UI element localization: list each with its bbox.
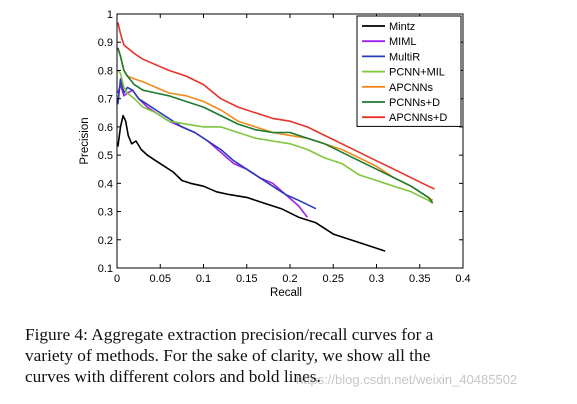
x-tick-label: 0.15	[236, 273, 257, 285]
watermark-url: https://blog.csdn.net/weixin_40485502	[296, 372, 518, 387]
series-line-multir	[117, 78, 317, 210]
y-tick-label: 0.7	[98, 94, 113, 106]
legend-label: APCNNs+D	[389, 112, 447, 124]
precision-recall-chart: 0 0.05 0.1 0.15 0.2 0.25 0.3 0.35 0.4 0.1 0.2 0.3 0.…	[79, 9, 471, 299]
legend-label: MultiR	[389, 51, 420, 63]
x-axis-label: Recall	[270, 287, 302, 299]
x-tick-label: 0.35	[409, 273, 430, 285]
x-tick-label: 0	[114, 273, 120, 285]
y-axis-label: Precision	[79, 117, 91, 164]
y-tick-label: 0.6	[98, 122, 113, 134]
x-tick-label: 0.1	[196, 273, 211, 285]
series-line-pcnns-d	[117, 47, 434, 204]
y-tick-label: 0.4	[98, 178, 113, 190]
y-tick-label: 0.2	[98, 235, 113, 247]
caption-line: Figure 4: Aggregate extraction precision…	[25, 325, 434, 344]
y-tick-label: 0.5	[98, 150, 113, 162]
caption-line: curves with different colors and bold li…	[25, 367, 321, 386]
legend-label: PCNNs+D	[389, 97, 440, 109]
y-tick-label: 0.9	[98, 37, 113, 49]
legend-label: Mintz	[389, 21, 415, 33]
x-tick-label: 0.3	[369, 273, 384, 285]
figure-caption: Figure 4: Aggregate extraction precision…	[25, 324, 555, 387]
series-line-pcnn-mil	[117, 69, 434, 204]
series-line-apcnns	[117, 47, 434, 201]
legend: Mintz MIML MultiR PCNN+MIL APCNNs PCNNs+D APCN…	[356, 15, 462, 127]
x-tick-label: 0.4	[455, 273, 470, 285]
y-tick-label: 1	[107, 9, 113, 21]
legend-label: MIML	[389, 36, 417, 48]
caption-line: variety of methods. For the sake of clar…	[25, 346, 431, 365]
x-tick-label: 0.2	[282, 273, 297, 285]
series-line-apcnns-d	[117, 22, 435, 190]
x-tick-label: 0.25	[323, 273, 344, 285]
y-tick-label: 0.3	[98, 207, 113, 219]
y-tick-label: 0.1	[98, 263, 113, 275]
series-line-mintz	[117, 114, 386, 252]
x-tick-label: 0.05	[150, 273, 171, 285]
legend-label: APCNNs	[389, 82, 434, 94]
legend-label: PCNN+MIL	[389, 67, 445, 79]
axes: 0 0.05 0.1 0.15 0.2 0.25 0.3 0.35 0.4 0.1 0.2 0.3 0.…	[79, 9, 471, 299]
y-tick-label: 0.8	[98, 65, 113, 77]
plot-area	[117, 22, 435, 252]
